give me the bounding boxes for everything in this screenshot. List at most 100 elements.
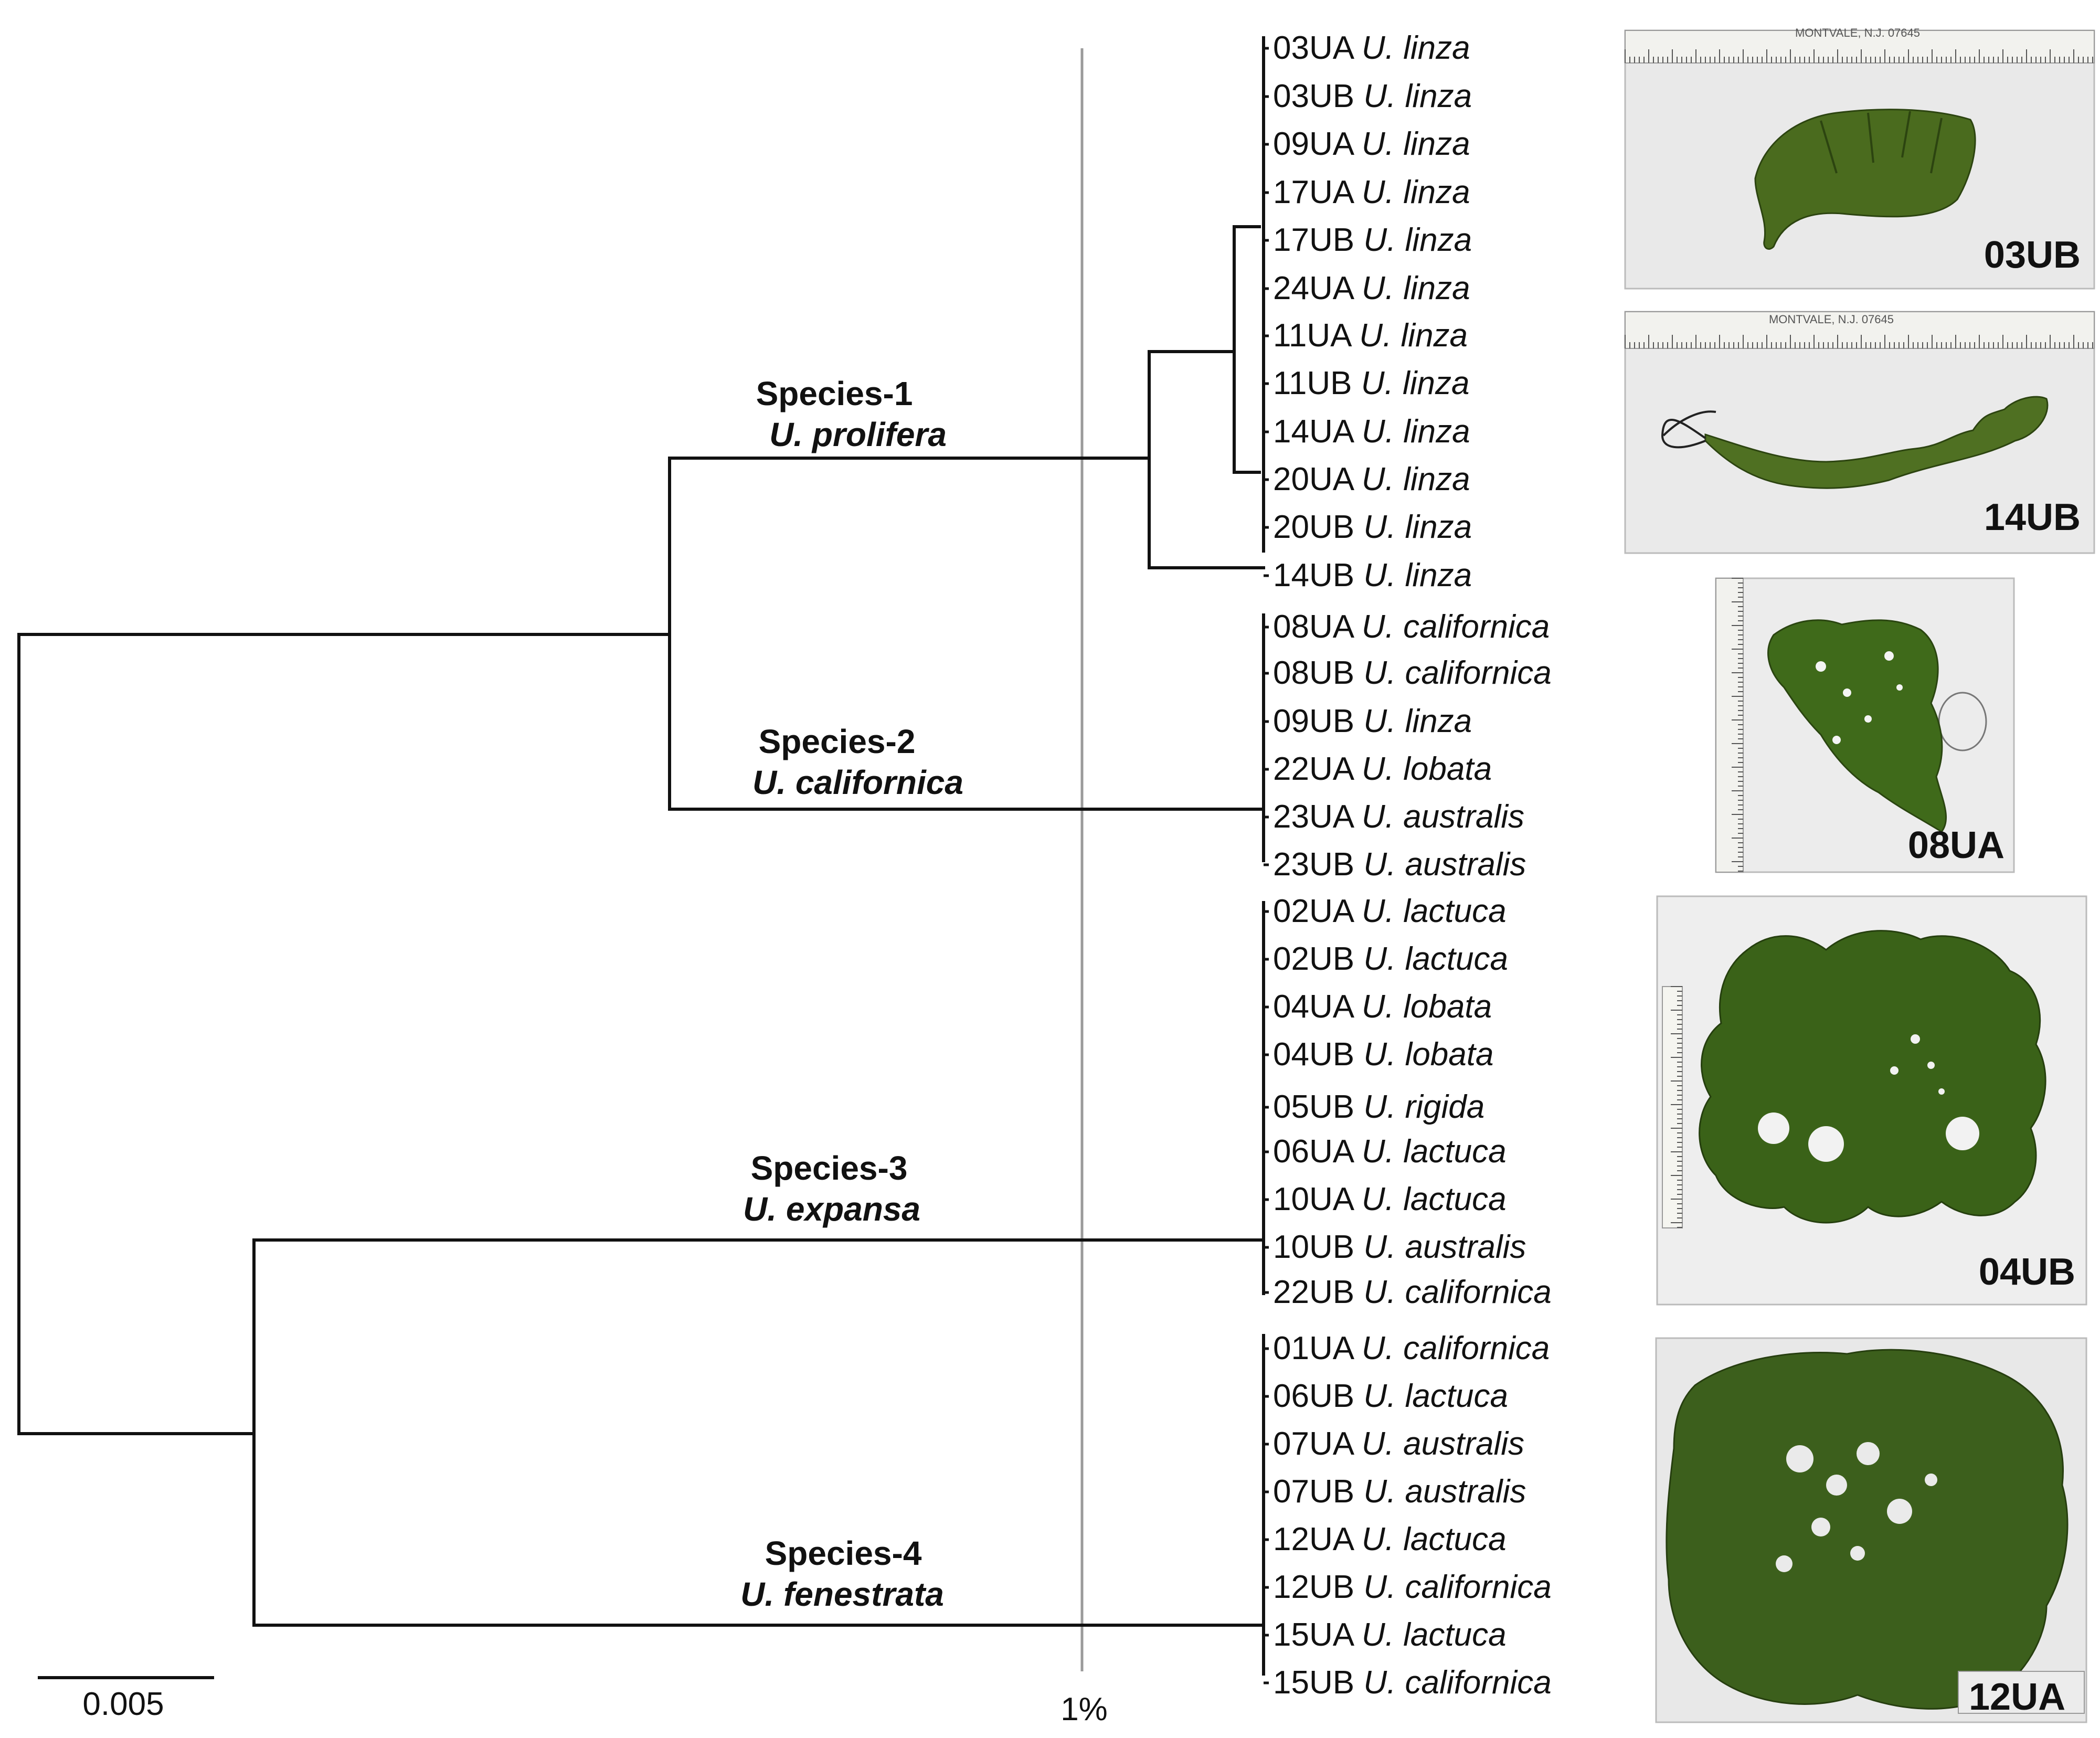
leaf-species: U. linza (1362, 414, 1470, 450)
leaf-code: 02UA (1273, 893, 1362, 929)
leaf-label: 14UA U. linza (1273, 414, 1470, 450)
leaf-label: 09UA U. linza (1273, 126, 1470, 162)
leaf-label: 17UB U. linza (1273, 222, 1472, 258)
leaf-species: U. linza (1363, 222, 1472, 258)
leaf-species: U. californica (1362, 1330, 1550, 1366)
leaf-species: U. linza (1362, 461, 1470, 497)
leaf-species: U. australis (1363, 1474, 1526, 1510)
seaweed-blade (1704, 396, 2049, 489)
leaf-label: 08UB U. californica (1273, 655, 1552, 691)
leaf-species: U. linza (1359, 317, 1468, 354)
leaf-label: 17UA U. linza (1273, 174, 1470, 210)
leaf-code: 08UB (1273, 655, 1363, 691)
leaf-code: 10UB (1273, 1229, 1363, 1265)
leaf-code: 06UA (1273, 1133, 1362, 1170)
leaf-label: 11UA U. linza (1273, 317, 1468, 354)
leaf-code: 17UA (1273, 174, 1362, 210)
leaf-code: 12UB (1273, 1569, 1363, 1605)
leaf-label: 08UA U. californica (1273, 609, 1550, 645)
leaf-label: 15UB U. californica (1273, 1665, 1552, 1701)
leaf-label: 20UA U. linza (1273, 461, 1470, 497)
leaf-code: 07UB (1273, 1474, 1363, 1510)
leaf-species: U. australis (1362, 799, 1524, 835)
branch-sp1-sp2 (668, 457, 1265, 811)
leaf-label: 12UB U. californica (1273, 1569, 1552, 1605)
leaf-code: 08UA (1273, 609, 1362, 645)
clade-name-sp3: Species-3 (751, 1149, 908, 1187)
leaf-label: 04UB U. lobata (1273, 1036, 1493, 1073)
photo-label-04ub: 04UB (1979, 1251, 2075, 1293)
leaf-species: U. lactuca (1362, 1617, 1507, 1653)
ruler (1625, 30, 2095, 63)
leaf-code: 03UA (1273, 30, 1362, 66)
leaf-species: U. lobata (1363, 1036, 1493, 1073)
leaf-label: 03UA U. linza (1273, 30, 1470, 66)
leaf-species: U. linza (1363, 78, 1472, 114)
seaweed-blade (1767, 619, 1947, 833)
leaf-code: 22UB (1273, 1274, 1363, 1310)
clade-species-sp2: U. californica (752, 764, 963, 801)
tree-branches (17, 36, 1265, 1676)
leaf-code: 02UB (1273, 941, 1363, 977)
leaf-label: 06UB U. lactuca (1273, 1378, 1508, 1414)
root-branch (17, 633, 671, 1435)
ruler-text: MONTVALE, N.J. 07645 (1769, 313, 1894, 326)
leaf-code: 09UB (1273, 703, 1363, 739)
clade-species-sp4: U. fenestrata (740, 1575, 944, 1613)
leaf-species: U. linza (1362, 30, 1470, 66)
leaf-species: U. linza (1363, 509, 1472, 545)
leaf-label: 24UA U. linza (1273, 270, 1470, 306)
clade-species-sp3: U. expansa (743, 1190, 920, 1228)
leaf-code: 01UA (1273, 1330, 1362, 1366)
branch-sp1-subclade (1233, 225, 1261, 474)
leaf-label: 04UA U. lobata (1273, 989, 1492, 1025)
ruler (1625, 311, 2095, 349)
ruler-text: MONTVALE, N.J. 07645 (1795, 26, 1920, 39)
leaf-label: 11UB U. linza (1273, 365, 1469, 401)
leaf-species: U. australis (1362, 1426, 1524, 1462)
leaf-code: 24UA (1273, 270, 1362, 306)
leaf-species: U. lobata (1362, 989, 1492, 1025)
leaf-species: U. linza (1363, 557, 1472, 594)
leaf-label: 02UA U. lactuca (1273, 893, 1507, 929)
leaf-label: 23UA U. australis (1273, 799, 1524, 835)
leaf-species: U. lactuca (1362, 1521, 1507, 1557)
leaf-label: 10UA U. lactuca (1273, 1181, 1507, 1217)
photo-label-12ua: 12UA (1969, 1676, 2065, 1718)
leaf-species: U. californica (1362, 609, 1550, 645)
leaf-code: 12UA (1273, 1521, 1362, 1557)
leaf-label: 15UA U. lactuca (1273, 1617, 1507, 1653)
leaf-code: 15UA (1273, 1617, 1362, 1653)
leaf-code: 20UB (1273, 509, 1363, 545)
clade-species-sp1: U. prolifera (769, 416, 947, 453)
leaf-code: 06UB (1273, 1378, 1363, 1414)
leaf-label: 22UA U. lobata (1273, 751, 1492, 787)
specimen-photo-08ua: 08UA (1715, 577, 2015, 873)
specimen-photo-03ub: MONTVALE, N.J. 07645 03UB (1624, 26, 2095, 290)
leaf-code: 09UA (1273, 126, 1362, 162)
leaf-label: 05UB U. rigida (1273, 1089, 1484, 1125)
leaf-code: 14UA (1273, 414, 1362, 450)
ruler (1662, 986, 1683, 1228)
photo-label-08ua: 08UA (1908, 824, 2004, 866)
leaf-code: 07UA (1273, 1426, 1362, 1462)
leaf-species: U. linza (1361, 365, 1470, 401)
leaf-label: 14UB U. linza (1273, 557, 1472, 594)
clade-labels: Species-1 U. prolifera Species-2 U. cali… (740, 375, 963, 1613)
leaf-code: 11UA (1273, 317, 1359, 354)
leaf-code: 10UA (1273, 1181, 1362, 1217)
leaf-label: 20UB U. linza (1273, 509, 1472, 545)
leaf-code: 23UA (1273, 799, 1362, 835)
leaf-species: U. linza (1362, 174, 1470, 210)
leaf-label: 06UA U. lactuca (1273, 1133, 1507, 1170)
leaf-species: U. linza (1362, 126, 1470, 162)
specimen-photo-04ub: 04UB (1656, 895, 2087, 1306)
leaf-label: 12UA U. lactuca (1273, 1521, 1507, 1557)
leaf-label: 23UB U. australis (1273, 846, 1526, 883)
scale-bar-label: 0.005 (82, 1686, 164, 1722)
leaf-species: U. linza (1362, 270, 1470, 306)
branch-sp1-internal (1148, 350, 1265, 569)
leaf-species: U. lactuca (1362, 1133, 1507, 1170)
leaf-species: U. rigida (1363, 1089, 1484, 1125)
